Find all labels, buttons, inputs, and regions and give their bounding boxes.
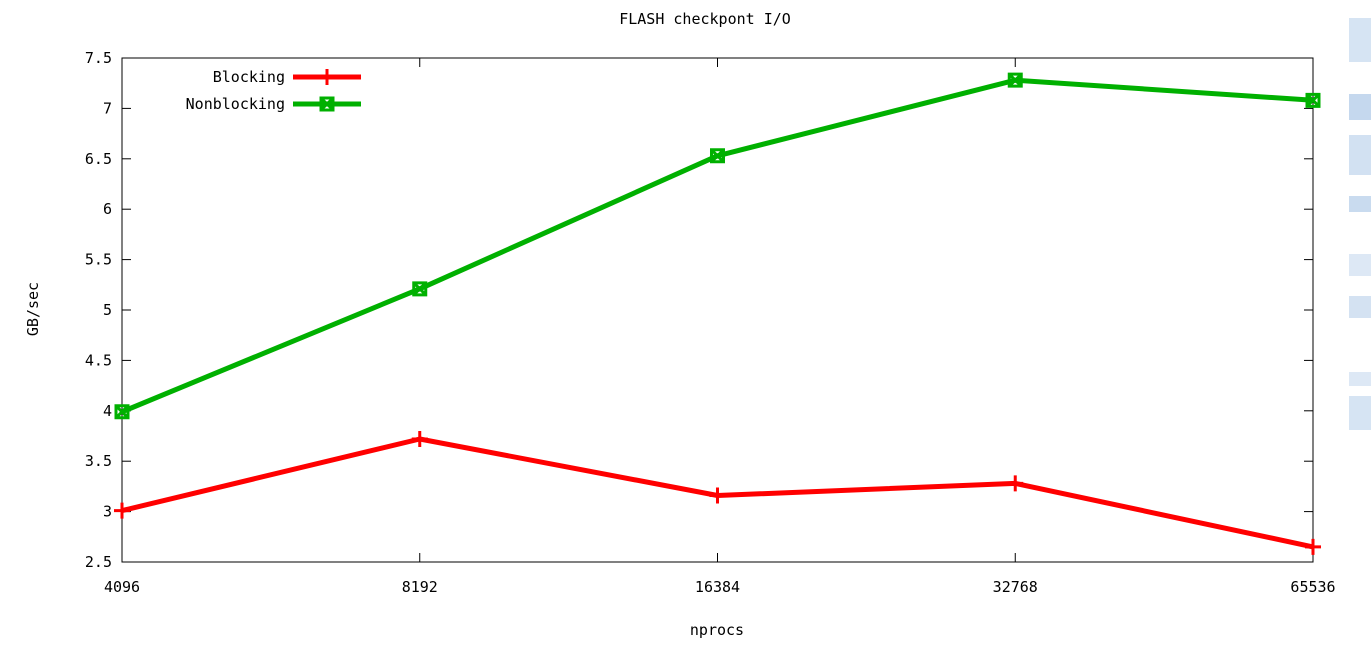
background-decoration xyxy=(1349,196,1371,212)
y-tick-label: 2.5 xyxy=(85,553,112,571)
y-tick-label: 6 xyxy=(103,200,112,218)
background-decoration xyxy=(1349,396,1371,430)
y-tick-label: 7.5 xyxy=(85,49,112,67)
data-point-nonblocking xyxy=(114,404,130,420)
x-tick-label: 4096 xyxy=(104,578,140,596)
y-axis-label: GB/sec xyxy=(24,282,42,336)
data-point-blocking xyxy=(709,487,726,504)
x-tick-label: 32768 xyxy=(993,578,1038,596)
background-decoration xyxy=(1349,18,1371,62)
background-decoration xyxy=(1349,254,1371,276)
y-tick-label: 3.5 xyxy=(85,452,112,470)
background-decoration xyxy=(1349,372,1371,386)
x-axis-label: nprocs xyxy=(690,621,744,639)
data-point-blocking xyxy=(411,431,428,448)
background-decoration xyxy=(1349,94,1371,120)
plot-area-frame xyxy=(121,57,1314,563)
y-tick-label: 4.5 xyxy=(85,351,112,369)
legend-label-nonblocking: Nonblocking xyxy=(186,95,285,113)
data-point-nonblocking xyxy=(710,148,725,164)
background-decoration xyxy=(1349,296,1371,318)
legend-marker-nonblocking xyxy=(319,96,335,112)
legend: Blocking Nonblocking xyxy=(186,68,361,113)
x-tick-label: 8192 xyxy=(402,578,438,596)
y-tick-label: 5.5 xyxy=(85,251,112,269)
data-point-nonblocking xyxy=(412,281,428,297)
y-tick-label: 6.5 xyxy=(85,150,112,168)
y-tick-label: 7 xyxy=(103,99,112,117)
series-layer xyxy=(114,72,1321,555)
background-decoration xyxy=(1349,135,1371,175)
x-tick-label: 16384 xyxy=(695,578,740,596)
axis-ticks: 2.5 3 3.5 4 4.5 5 5.5 6 6.5 7 7.5 4096 8192 16384 3276… xyxy=(85,49,1336,596)
y-tick-label: 5 xyxy=(103,301,112,319)
data-point-nonblocking xyxy=(1305,92,1321,108)
chart-title: FLASH checkpont I/O xyxy=(619,10,791,28)
data-point-blocking xyxy=(114,502,130,519)
data-point-nonblocking xyxy=(1007,72,1023,88)
y-tick-label: 4 xyxy=(103,402,112,420)
series-nonblocking xyxy=(114,72,1321,420)
legend-marker-blocking xyxy=(319,69,335,85)
series-line-nonblocking xyxy=(121,77,1314,415)
data-point-blocking xyxy=(1305,538,1321,555)
legend-label-blocking: Blocking xyxy=(213,68,285,86)
data-point-blocking xyxy=(1007,475,1024,492)
series-blocking xyxy=(114,431,1321,555)
x-tick-label: 65536 xyxy=(1290,578,1335,596)
y-tick-label: 3 xyxy=(103,503,112,521)
